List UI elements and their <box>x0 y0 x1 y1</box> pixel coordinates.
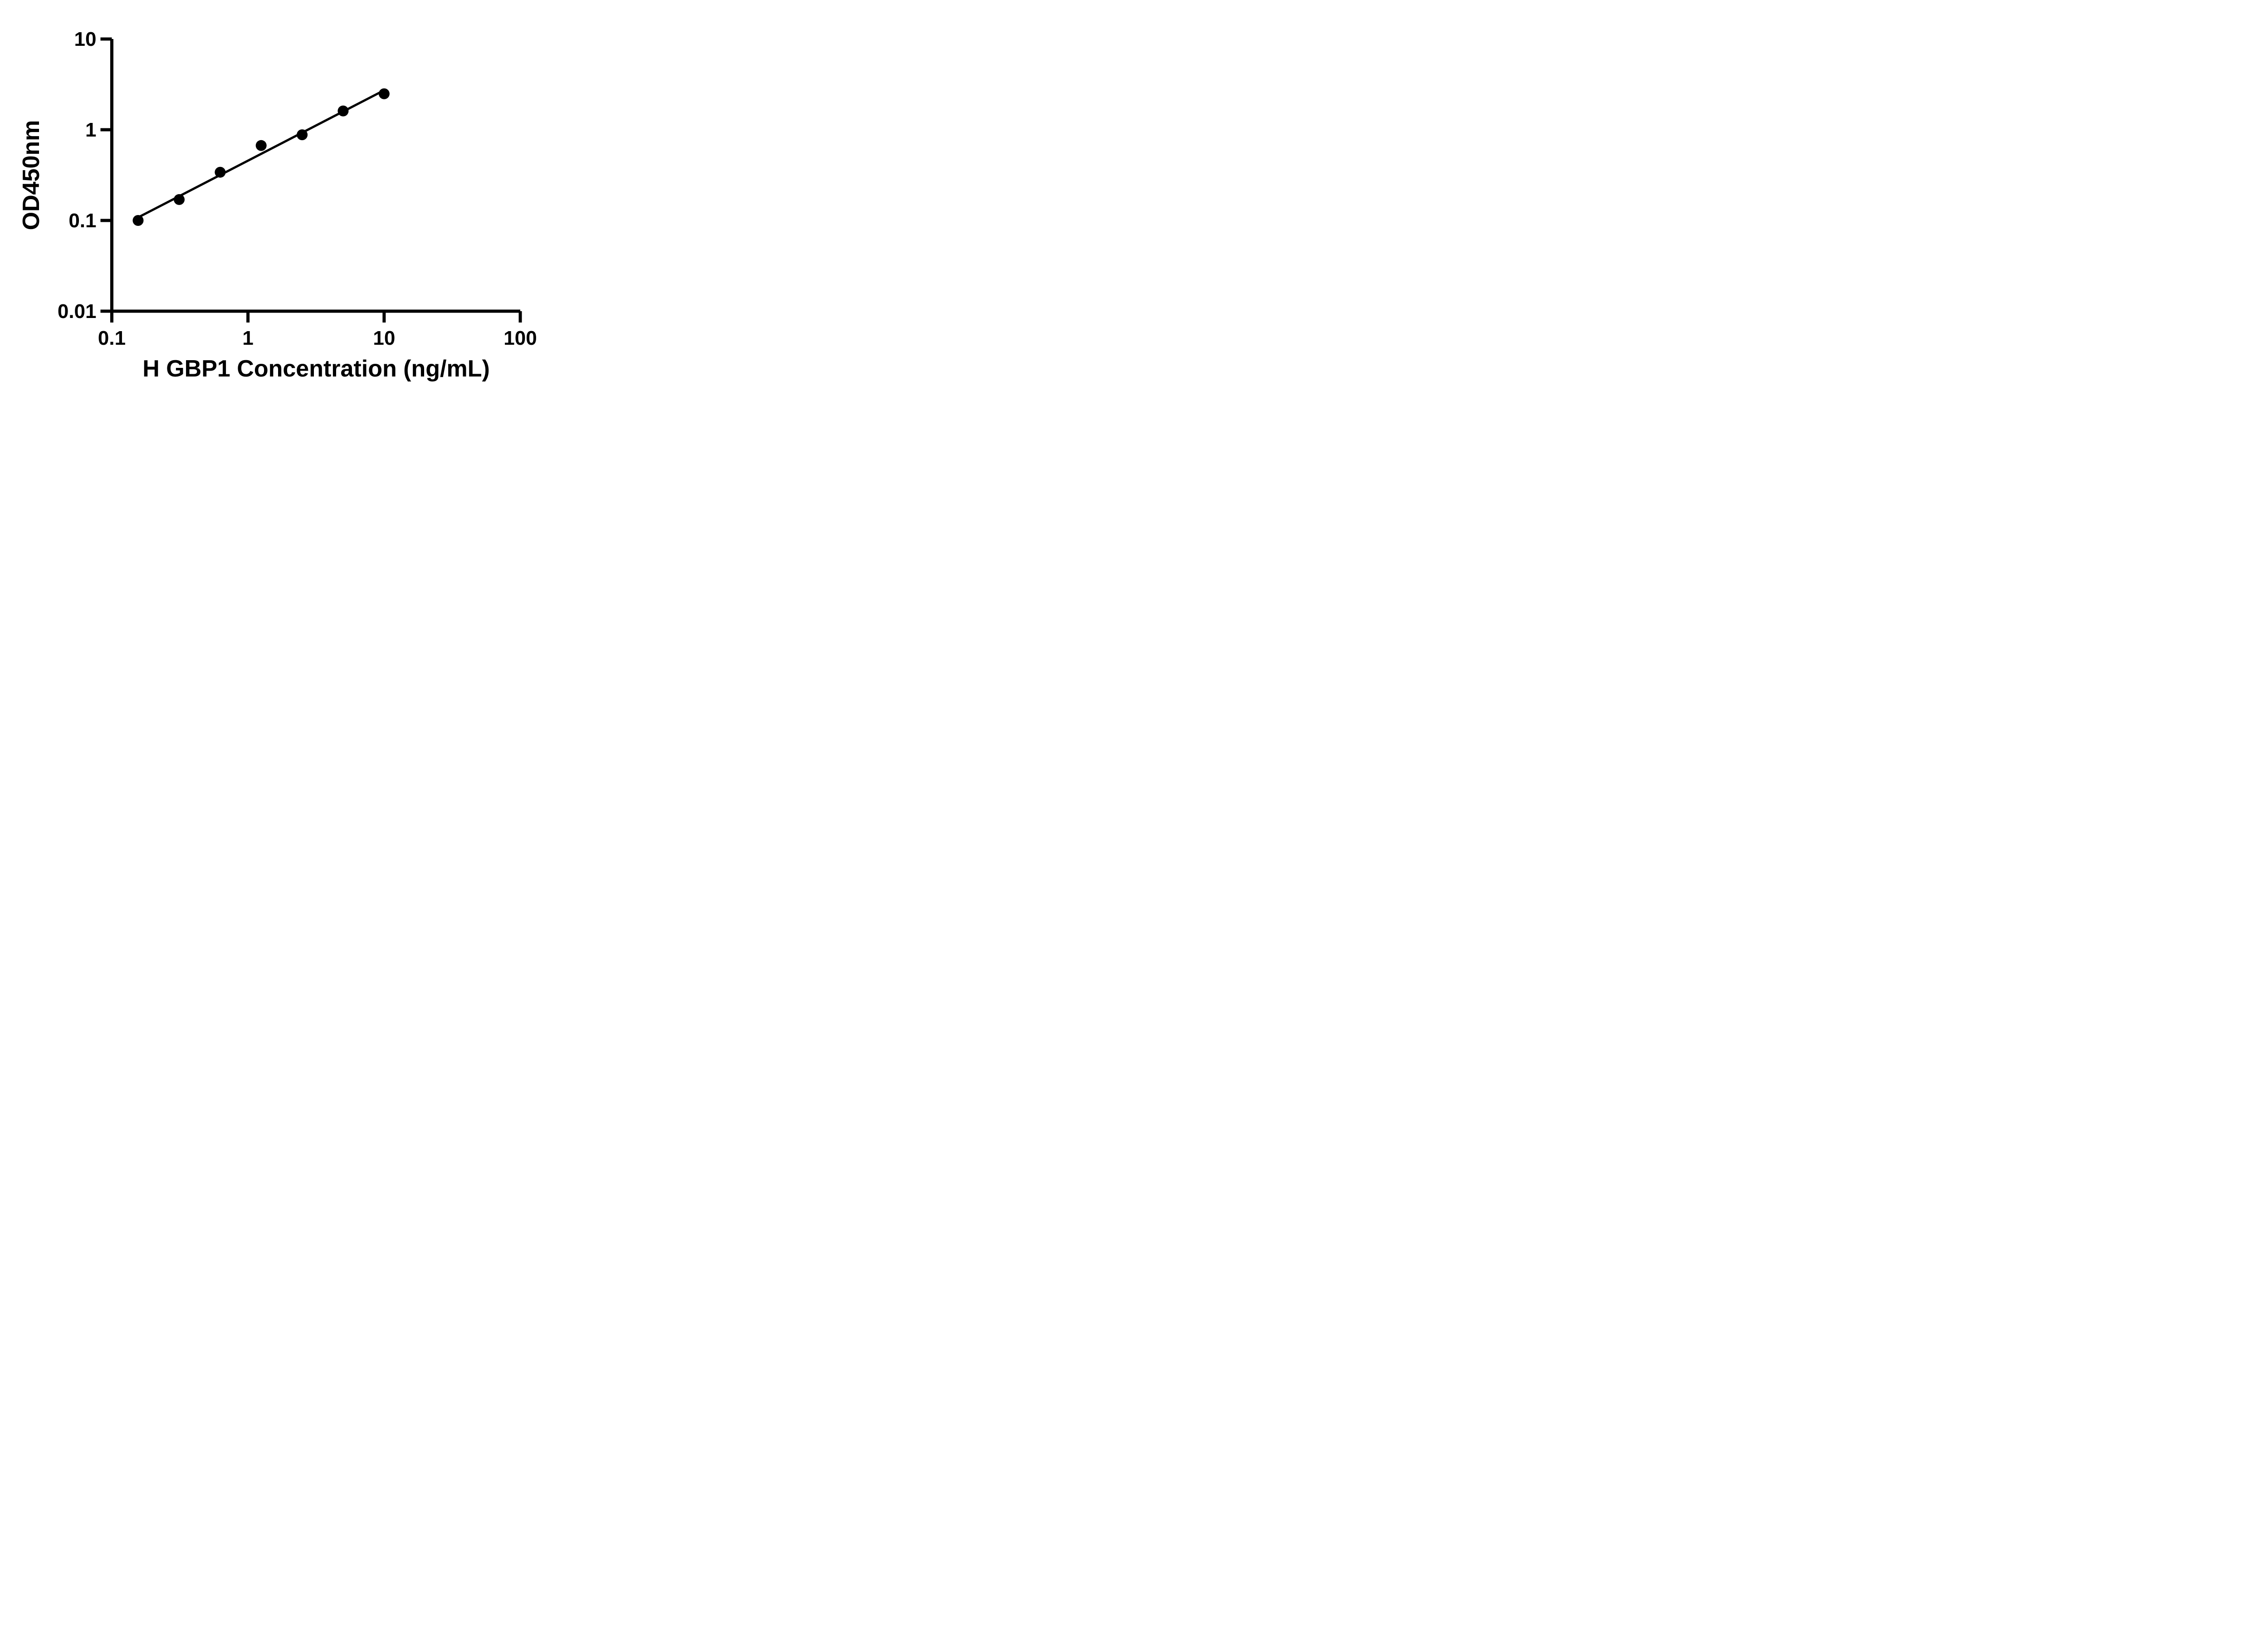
data-point <box>255 140 267 151</box>
data-point <box>174 194 185 205</box>
y-tick-label: 1 <box>85 119 96 141</box>
data-point <box>297 129 308 141</box>
x-tick-label: 1 <box>242 327 253 349</box>
data-point <box>337 105 349 117</box>
x-tick-label: 10 <box>373 327 395 349</box>
data-point <box>132 215 144 226</box>
x-axis-title: H GBP1 Concentration (ng/mL) <box>142 356 490 382</box>
x-tick-label: 0.1 <box>98 327 126 349</box>
y-tick-label: 10 <box>74 28 97 50</box>
elisa-standard-curve-figure: 0.01 0.1 1 10 0.1 1 10 100 H GBP1 Concentration… <box>0 0 582 408</box>
axis-lines <box>110 39 520 313</box>
y-axis-title: OD450nm <box>18 120 44 230</box>
x-tick-label: 100 <box>503 327 537 349</box>
y-tick-label: 0.1 <box>68 210 96 232</box>
data-point <box>378 88 390 99</box>
y-tick-label: 0.01 <box>58 300 97 323</box>
data-point <box>215 166 226 178</box>
